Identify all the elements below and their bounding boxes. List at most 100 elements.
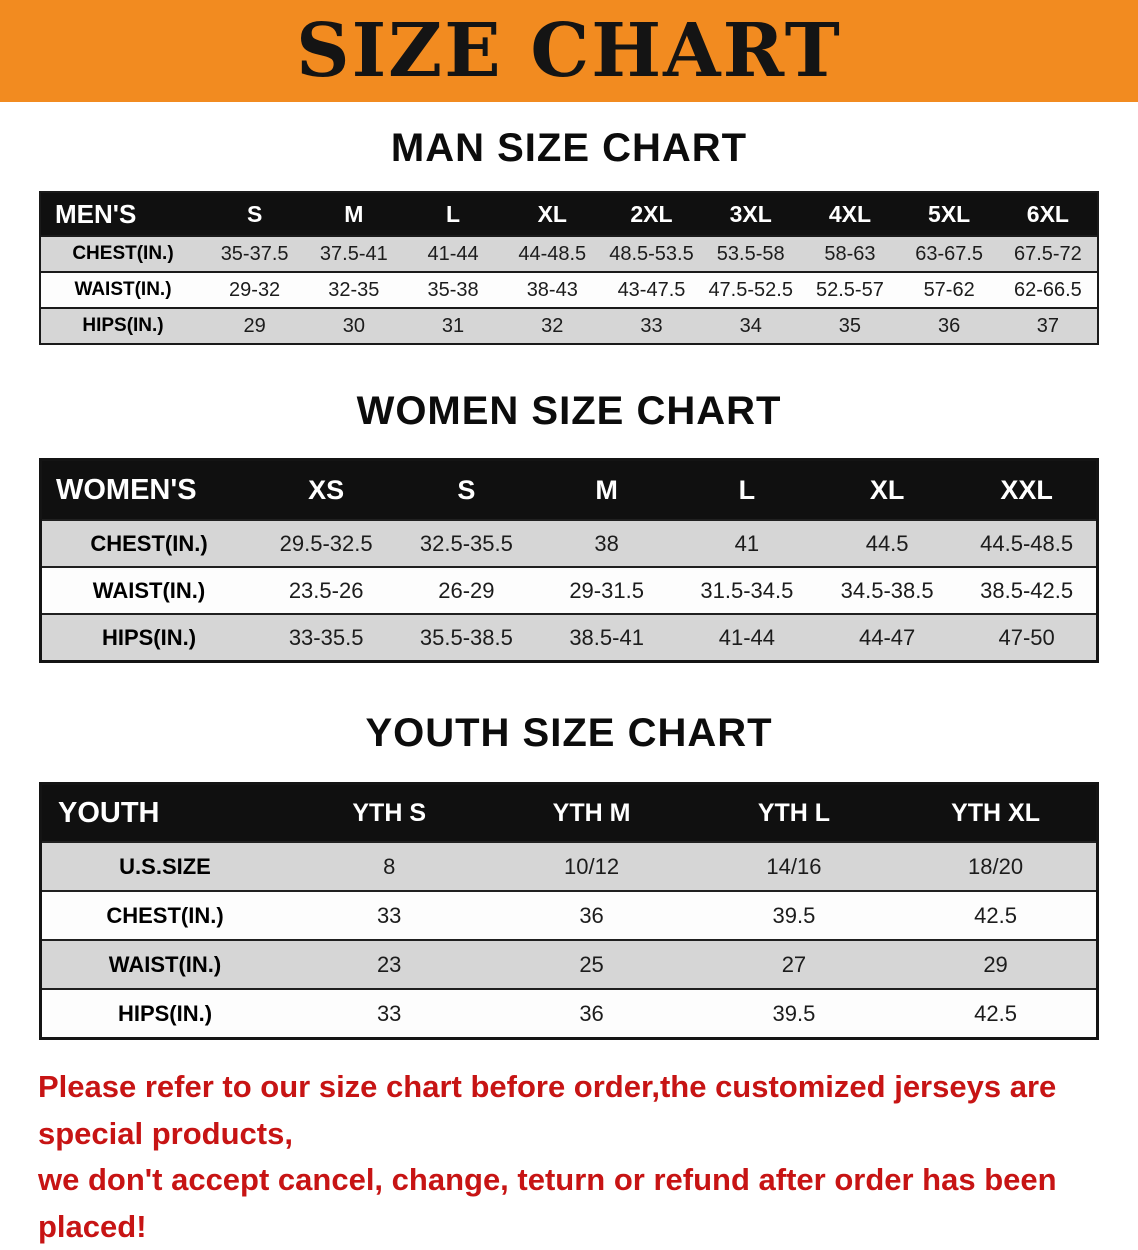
size-value-cell: 52.5-57 <box>800 271 900 308</box>
women-size-section: WOMEN SIZE CHART WOMEN'S XS S M L XL XXL CHEST(… <box>0 389 1138 663</box>
size-value-cell: 34 <box>701 307 801 344</box>
size-column-header: XS <box>256 459 397 520</box>
size-value-cell: 39.5 <box>692 988 896 1039</box>
size-value-cell: 67.5-72 <box>998 235 1098 272</box>
measurement-row-label: CHEST(IN.) <box>40 890 288 940</box>
size-value-cell: 18/20 <box>895 841 1098 891</box>
size-value-cell: 30 <box>304 307 404 344</box>
size-value-cell: 44-47 <box>817 613 958 662</box>
size-value-cell: 41-44 <box>676 613 817 662</box>
size-value-cell: 48.5-53.5 <box>601 235 702 272</box>
size-column-header: 3XL <box>701 192 801 236</box>
table-group-label: MEN'S <box>40 192 205 236</box>
size-value-cell: 38.5-42.5 <box>957 566 1098 614</box>
size-chart-banner: SIZE CHART <box>0 0 1138 102</box>
size-column-header: YTH XL <box>895 783 1098 842</box>
measurement-row: HIPS(IN.) 33-35.5 35.5-38.5 38.5-41 41-44 44-… <box>40 613 1098 662</box>
size-value-cell: 26-29 <box>396 566 537 614</box>
size-column-header: XL <box>817 459 958 520</box>
size-table-header-row: YOUTH YTH S YTH M YTH L YTH XL <box>40 783 1098 842</box>
size-column-header: XXL <box>957 459 1098 520</box>
size-value-cell: 29 <box>895 939 1098 989</box>
size-value-cell: 36 <box>490 890 693 940</box>
measurement-row: CHEST(IN.) 29.5-32.5 32.5-35.5 38 41 44.5 44.5… <box>40 519 1098 567</box>
men-section-heading: MAN SIZE CHART <box>390 126 748 170</box>
measurement-row-label: WAIST(IN.) <box>40 566 256 614</box>
measurement-row-label: WAIST(IN.) <box>40 939 288 989</box>
size-value-cell: 31 <box>403 307 503 344</box>
size-value-cell: 33-35.5 <box>256 613 397 662</box>
size-value-cell: 32 <box>502 307 602 344</box>
size-value-cell: 47.5-52.5 <box>701 271 801 308</box>
size-column-header: YTH M <box>490 783 693 842</box>
size-column-header: 5XL <box>899 192 999 236</box>
size-value-cell: 37 <box>998 307 1098 344</box>
size-column-header: L <box>676 459 817 520</box>
size-value-cell: 33 <box>601 307 702 344</box>
youth-size-table: YOUTH YTH S YTH M YTH L YTH XL U.S.SIZE 8 10/12… <box>39 782 1099 1040</box>
size-value-cell: 41-44 <box>403 235 503 272</box>
size-value-cell: 44.5 <box>817 519 958 567</box>
size-column-header: M <box>304 192 404 236</box>
size-value-cell: 35-38 <box>403 271 503 308</box>
size-value-cell: 57-62 <box>899 271 999 308</box>
size-value-cell: 36 <box>490 988 693 1039</box>
measurement-row-label: U.S.SIZE <box>40 841 288 891</box>
measurement-row-label: WAIST(IN.) <box>40 271 205 308</box>
banner-title: SIZE CHART <box>296 8 842 94</box>
footer-line-1: Please refer to our size chart before or… <box>38 1069 1057 1151</box>
size-value-cell: 42.5 <box>895 890 1098 940</box>
size-value-cell: 38.5-41 <box>536 613 677 662</box>
measurement-row: WAIST(IN.) 29-32 32-35 35-38 38-43 43-47.5 47.… <box>40 271 1098 308</box>
size-value-cell: 14/16 <box>692 841 896 891</box>
size-value-cell: 29.5-32.5 <box>256 519 397 567</box>
size-value-cell: 37.5-41 <box>304 235 404 272</box>
measurement-row: HIPS(IN.) 33 36 39.5 42.5 <box>40 988 1098 1039</box>
size-column-header: YTH S <box>288 783 491 842</box>
size-value-cell: 44-48.5 <box>502 235 602 272</box>
size-value-cell: 33 <box>288 890 491 940</box>
measurement-row-label: HIPS(IN.) <box>40 307 205 344</box>
size-value-cell: 36 <box>899 307 999 344</box>
measurement-row-label: CHEST(IN.) <box>40 519 256 567</box>
size-value-cell: 10/12 <box>490 841 693 891</box>
size-value-cell: 34.5-38.5 <box>817 566 958 614</box>
measurement-row: HIPS(IN.) 29 30 31 32 33 34 35 36 37 <box>40 307 1098 344</box>
measurement-row: U.S.SIZE 8 10/12 14/16 18/20 <box>40 841 1098 891</box>
size-column-header: L <box>403 192 503 236</box>
size-value-cell: 63-67.5 <box>899 235 999 272</box>
youth-section-heading: YOUTH SIZE CHART <box>365 711 773 755</box>
size-value-cell: 38 <box>536 519 677 567</box>
size-table-header-row: WOMEN'S XS S M L XL XXL <box>40 459 1098 520</box>
size-column-header: YTH L <box>692 783 896 842</box>
size-value-cell: 39.5 <box>692 890 896 940</box>
size-value-cell: 53.5-58 <box>701 235 801 272</box>
size-column-header: 4XL <box>800 192 900 236</box>
size-column-header: XL <box>502 192 602 236</box>
size-value-cell: 35.5-38.5 <box>396 613 537 662</box>
women-section-heading: WOMEN SIZE CHART <box>356 389 782 433</box>
size-value-cell: 23.5-26 <box>256 566 397 614</box>
size-value-cell: 25 <box>490 939 693 989</box>
measurement-row-label: HIPS(IN.) <box>40 988 288 1039</box>
size-column-header: 6XL <box>998 192 1098 236</box>
size-value-cell: 35-37.5 <box>205 235 305 272</box>
men-size-table: MEN'S S M L XL 2XL 3XL 4XL 5XL 6XL CHEST(IN.) 35-37… <box>39 191 1099 345</box>
size-value-cell: 33 <box>288 988 491 1039</box>
size-value-cell: 31.5-34.5 <box>676 566 817 614</box>
measurement-row-label: HIPS(IN.) <box>40 613 256 662</box>
footer-line-2: we don't accept cancel, change, teturn o… <box>38 1162 1057 1244</box>
footer-note: Please refer to our size chart before or… <box>38 1064 1112 1250</box>
measurement-row: CHEST(IN.) 35-37.5 37.5-41 41-44 44-48.5 48.5… <box>40 235 1098 272</box>
table-group-label: YOUTH <box>40 783 288 842</box>
size-value-cell: 29 <box>205 307 305 344</box>
size-column-header: M <box>536 459 677 520</box>
size-column-header: S <box>205 192 305 236</box>
size-value-cell: 35 <box>800 307 900 344</box>
size-value-cell: 43-47.5 <box>601 271 702 308</box>
measurement-row: WAIST(IN.) 23.5-26 26-29 29-31.5 31.5-34.5 34… <box>40 566 1098 614</box>
size-value-cell: 38-43 <box>502 271 602 308</box>
size-value-cell: 29-32 <box>205 271 305 308</box>
size-value-cell: 41 <box>676 519 817 567</box>
size-value-cell: 42.5 <box>895 988 1098 1039</box>
